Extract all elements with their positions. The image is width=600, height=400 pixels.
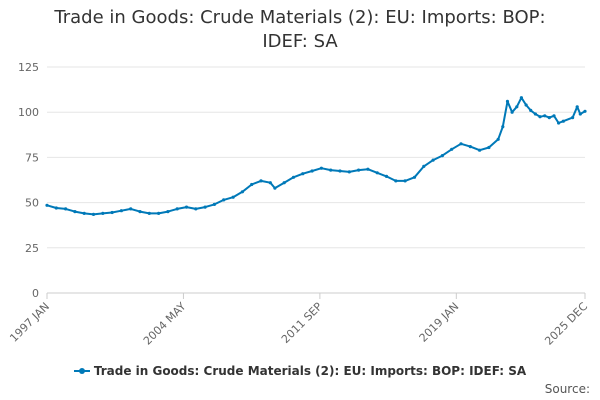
y-tick-label: 75 bbox=[25, 151, 39, 164]
x-tick-label: 2025 DEC bbox=[542, 300, 590, 348]
data-point bbox=[282, 181, 286, 185]
data-point bbox=[273, 186, 277, 190]
data-point bbox=[240, 190, 244, 194]
y-tick-label: 50 bbox=[25, 197, 39, 210]
source-label: Source: bbox=[544, 382, 590, 396]
data-point bbox=[110, 210, 114, 215]
data-point bbox=[222, 198, 226, 202]
data-point bbox=[129, 207, 133, 211]
data-point bbox=[478, 148, 482, 152]
data-point bbox=[347, 170, 351, 174]
x-tick-label: 2011 SEP bbox=[279, 300, 325, 346]
data-point bbox=[519, 96, 524, 100]
series-layer bbox=[45, 96, 587, 216]
data-point bbox=[422, 164, 426, 168]
y-tick-label: 0 bbox=[32, 287, 39, 300]
x-tick-label: 2019 JAN bbox=[417, 300, 462, 345]
data-point bbox=[250, 182, 254, 187]
data-point bbox=[583, 109, 587, 113]
data-point bbox=[459, 142, 463, 146]
data-point bbox=[515, 105, 519, 109]
data-point bbox=[157, 211, 161, 215]
data-point bbox=[394, 179, 398, 183]
data-point bbox=[403, 179, 407, 183]
data-point bbox=[194, 207, 198, 211]
data-point bbox=[259, 179, 263, 183]
data-point bbox=[301, 172, 305, 176]
axes: 0 25 50 75 100 125 1997 JAN 2004 MAY 2011 SEP 201… bbox=[7, 61, 590, 348]
data-point bbox=[101, 211, 105, 215]
chart-title: Trade in Goods: Crude Materials (2): EU:… bbox=[0, 6, 600, 54]
data-point bbox=[203, 205, 207, 209]
data-point bbox=[338, 169, 342, 173]
data-point bbox=[212, 202, 216, 206]
chart-title-line-2: IDEF: SA bbox=[262, 31, 338, 52]
y-tick-label: 25 bbox=[25, 242, 39, 255]
x-tick-label: 1997 JAN bbox=[7, 300, 52, 345]
x-tick-label: 2004 MAY bbox=[141, 300, 189, 348]
data-point bbox=[291, 175, 296, 179]
data-point bbox=[119, 209, 123, 213]
data-point bbox=[175, 207, 179, 211]
series-line bbox=[46, 96, 586, 216]
data-point bbox=[375, 171, 379, 175]
data-point bbox=[524, 103, 528, 107]
data-point bbox=[578, 112, 582, 116]
chart-title-line-1: Trade in Goods: Crude Materials (2): EU:… bbox=[54, 7, 546, 28]
data-point bbox=[529, 108, 533, 112]
data-point bbox=[552, 114, 556, 118]
data-point bbox=[45, 203, 49, 207]
data-point bbox=[357, 168, 361, 172]
data-point bbox=[533, 112, 538, 116]
data-point bbox=[366, 167, 370, 171]
legend-marker bbox=[73, 366, 90, 376]
y-tick-label: 100 bbox=[18, 106, 39, 119]
data-point bbox=[412, 175, 417, 179]
data-point bbox=[268, 181, 272, 185]
data-point bbox=[147, 211, 151, 215]
data-point bbox=[538, 115, 542, 119]
data-point bbox=[505, 99, 510, 103]
data-point bbox=[571, 116, 575, 120]
data-point bbox=[184, 205, 189, 209]
data-point bbox=[561, 119, 565, 123]
y-tick-label: 125 bbox=[18, 61, 39, 74]
data-point bbox=[384, 174, 389, 178]
data-point bbox=[310, 169, 314, 173]
data-point bbox=[487, 145, 491, 150]
data-point bbox=[329, 168, 333, 172]
data-point bbox=[450, 147, 454, 151]
data-point bbox=[557, 121, 561, 125]
data-point bbox=[575, 105, 579, 109]
legend-label: Trade in Goods: Crude Materials (2): EU:… bbox=[93, 364, 527, 378]
data-point bbox=[82, 211, 86, 215]
data-point bbox=[468, 145, 472, 149]
data-point bbox=[431, 158, 435, 162]
data-point bbox=[166, 210, 170, 214]
data-point bbox=[440, 154, 444, 158]
data-point bbox=[73, 210, 77, 214]
data-point bbox=[543, 114, 547, 118]
data-point bbox=[231, 195, 235, 199]
data-point bbox=[547, 116, 551, 120]
data-point bbox=[54, 206, 58, 210]
data-point bbox=[496, 137, 500, 141]
grid-lines bbox=[47, 66, 585, 294]
data-point bbox=[64, 207, 68, 211]
data-point bbox=[510, 110, 514, 114]
legend[interactable]: Trade in Goods: Crude Materials (2): EU:… bbox=[0, 364, 600, 378]
data-point bbox=[138, 210, 142, 214]
data-point bbox=[91, 212, 96, 216]
data-point bbox=[501, 125, 505, 129]
data-point bbox=[319, 166, 323, 170]
